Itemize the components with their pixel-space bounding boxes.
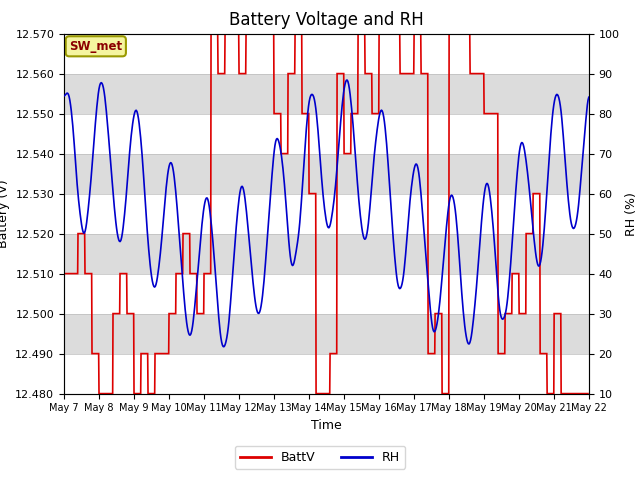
Bar (64, 354, 589, 394)
Bar (64, 114, 589, 154)
Y-axis label: Battery (V): Battery (V) (0, 180, 10, 248)
Bar (64, 73, 589, 114)
Bar (64, 234, 589, 274)
Text: SW_met: SW_met (69, 40, 122, 53)
Bar (64, 34, 589, 73)
Legend: BattV, RH: BattV, RH (235, 446, 405, 469)
Y-axis label: RH (%): RH (%) (625, 192, 638, 236)
Bar (64, 274, 589, 313)
Bar (64, 154, 589, 193)
Bar (64, 193, 589, 234)
Title: Battery Voltage and RH: Battery Voltage and RH (229, 11, 424, 29)
Bar (64, 313, 589, 354)
X-axis label: Time: Time (311, 419, 342, 432)
